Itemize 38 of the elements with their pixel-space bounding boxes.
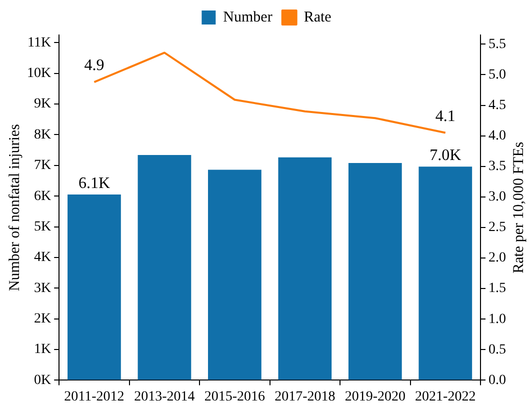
y2-tick-label: 5.5: [488, 36, 506, 52]
x-tick-label: 2015-2016: [204, 389, 266, 404]
x-tick-label: 2013-2014: [134, 389, 195, 404]
data-label: 6.1K: [78, 174, 110, 192]
y2-axis-title: Rate per 10,000 FTEs: [510, 142, 527, 274]
x-tick-label: 2011-2012: [64, 389, 124, 404]
y-axis-title: Number of nonfatal injuries: [6, 124, 23, 292]
data-label: 4.1: [435, 108, 456, 125]
data-label: 7.0K: [430, 146, 462, 164]
y-tick-label: 2K: [34, 312, 52, 327]
y2-tick-label: 0.0: [488, 372, 506, 388]
y2-tick-label: 3.0: [488, 190, 506, 205]
legend-label: Number: [223, 9, 272, 26]
y-tick-label: 10K: [26, 66, 52, 82]
y-tick-label: 3K: [34, 280, 52, 296]
x-tick-label: 2019-2020: [344, 389, 406, 404]
y2-tick-label: 1.5: [488, 281, 506, 296]
legend-label: Rate: [304, 9, 332, 26]
y2-tick-label: 4.5: [488, 98, 506, 113]
y2-tick-label: 2.0: [488, 250, 506, 266]
x-tick-label: 2017-2018: [274, 389, 336, 404]
data-label: 4.9: [84, 57, 104, 74]
y-tick-label: 7K: [34, 158, 52, 174]
y2-tick-label: 2.5: [488, 220, 506, 236]
x-tick-label: 2021-2022: [415, 389, 476, 404]
y-tick-label: 1K: [34, 342, 52, 358]
y-tick-label: 0K: [34, 372, 52, 388]
y-tick-label: 4K: [34, 250, 52, 266]
y-tick-label: 8K: [34, 127, 52, 142]
y2-tick-label: 0.5: [488, 342, 506, 358]
y2-tick-label: 1.0: [488, 312, 506, 327]
y2-tick-label: 3.5: [488, 159, 506, 174]
y-tick-label: 5K: [34, 219, 52, 234]
y2-tick-label: 4.0: [488, 128, 506, 144]
y-tick-label: 6K: [34, 188, 52, 204]
y-tick-label: 9K: [34, 96, 52, 112]
y-tick-label: 11K: [28, 35, 52, 50]
y2-tick-label: 5.0: [488, 67, 506, 82]
